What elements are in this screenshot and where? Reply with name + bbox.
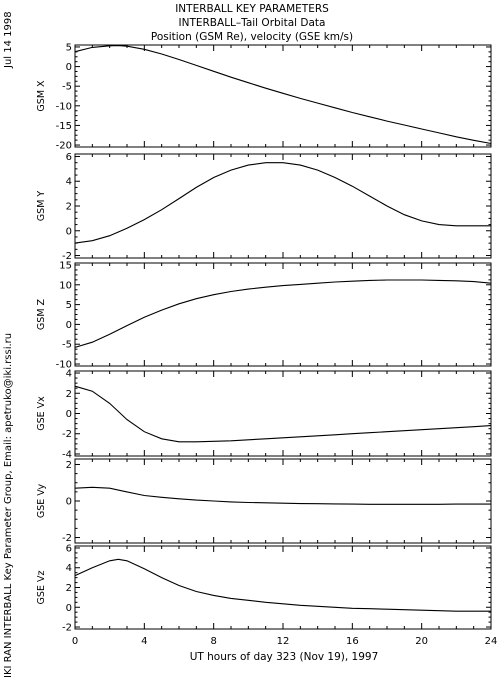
y-axis-label: GSE Vz — [36, 571, 47, 605]
panel-frame — [74, 458, 492, 544]
y-tick-label: 0 — [66, 603, 72, 614]
y-tick-label: 4 — [66, 563, 72, 574]
y-tick-label: 4 — [66, 177, 72, 188]
y-tick-label: 0 — [66, 226, 72, 237]
side-credit-label: IKI RAN INTERBALL Key Parameter Group, E… — [3, 333, 14, 678]
side-date-label: Jul 14 1998 — [3, 11, 14, 69]
y-tick-label: -5 — [62, 340, 72, 351]
series-line — [74, 279, 492, 348]
series-line — [74, 558, 491, 612]
y-tick-label: -2 — [62, 623, 72, 634]
y-tick-label: 5 — [66, 42, 72, 53]
panel-frame — [74, 262, 492, 367]
x-tick-label: 0 — [72, 636, 78, 647]
panel-frame — [74, 153, 492, 259]
y-tick-label: -2 — [62, 533, 72, 544]
y-tick-label: -15 — [56, 121, 72, 132]
series-line — [74, 45, 492, 145]
x-tick-label: 8 — [210, 636, 216, 647]
panel-6: 6 4 2 0 -2 GSE Vz — [36, 543, 492, 634]
y-tick-label: 2 — [66, 202, 72, 213]
x-axis-label: UT hours of day 323 (Nov 19), 1997 — [190, 651, 379, 663]
y-axis-label: GSM Y — [36, 191, 47, 222]
series-line — [74, 162, 491, 244]
y-tick-label: 0 — [66, 320, 72, 331]
y-tick-label: -2 — [62, 251, 72, 262]
y-tick-label: 10 — [59, 280, 72, 291]
y-tick-label: 2 — [66, 389, 72, 400]
x-tick-label: 4 — [141, 636, 147, 647]
y-tick-label: 6 — [66, 543, 72, 554]
y-tick-label: 6 — [66, 152, 72, 163]
y-tick-label: -2 — [62, 429, 72, 440]
y-tick-label: 15 — [59, 260, 72, 271]
y-tick-label: 4 — [66, 369, 72, 380]
title-line-3: Position (GSM Re), velocity (GSE km/s) — [151, 31, 353, 43]
y-axis-label: GSM X — [36, 80, 47, 112]
title-line-1: INTERBALL KEY PARAMETERS — [175, 3, 329, 15]
panel-frame — [74, 44, 492, 148]
y-axis-label: GSE Vy — [36, 483, 47, 518]
panel-2: 6 4 2 0 -2 GSM Y — [36, 152, 492, 262]
panel-3: 15 10 5 0 -5 -10 GSM Z — [36, 260, 492, 371]
y-tick-label: 2 — [66, 583, 72, 594]
y-tick-label: -10 — [56, 360, 72, 371]
y-tick-label: 0 — [66, 62, 72, 73]
y-axis-label: GSE Vx — [36, 396, 47, 431]
y-tick-label: -10 — [56, 101, 72, 112]
y-tick-label: 2 — [66, 460, 72, 471]
panel-frame — [74, 545, 492, 630]
x-tick-label: 20 — [415, 636, 428, 647]
y-tick-label: -20 — [56, 141, 72, 152]
y-tick-label: 0 — [66, 497, 72, 508]
panel-5: 2 0 -2 GSE Vy — [36, 458, 492, 544]
y-axis-label: GSM Z — [36, 298, 47, 330]
y-tick-label: 0 — [66, 409, 72, 420]
x-tick-label: 24 — [485, 636, 498, 647]
title-line-2: INTERBALL–Tail Orbital Data — [179, 17, 326, 29]
panel-1: 5 0 -5 -10 -15 -20 GSM X — [36, 42, 492, 152]
x-tick-label: 12 — [277, 636, 290, 647]
x-tick-label: 16 — [346, 636, 359, 647]
y-tick-label: -4 — [62, 449, 72, 460]
panel-4: 4 2 0 -2 -4 GSE Vx — [36, 369, 492, 460]
series-line — [74, 486, 491, 505]
series-line — [74, 385, 492, 443]
panel-frame — [74, 370, 492, 457]
y-tick-label: -5 — [62, 82, 72, 93]
y-tick-label: 5 — [66, 300, 72, 311]
